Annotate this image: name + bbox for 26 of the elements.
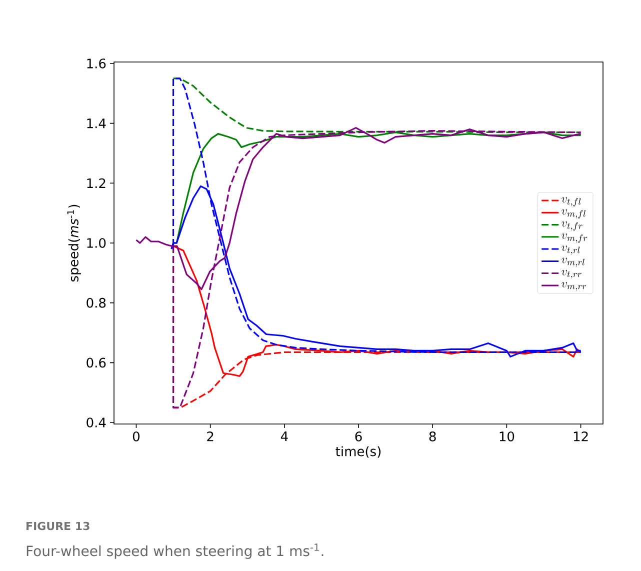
legend-label: $v_{t,rr}$ [562, 270, 582, 279]
x-tick-label: 0 [132, 432, 140, 442]
x-tick-label: 8 [429, 432, 436, 442]
y-tick-label: 1.0 [87, 238, 106, 248]
legend-label: $v_{t,rl}$ [562, 246, 580, 255]
legend-label: $v_{m,rr}$ [562, 282, 586, 291]
y-tick-label: 1.2 [87, 178, 106, 188]
y-tick-label: 1.4 [87, 118, 106, 128]
x-tick-label: 2 [207, 432, 214, 442]
legend-label: $v_{m,rl}$ [562, 258, 584, 267]
text: Four-wheel speed when steering at 1 ms$^{-1}$. [26, 544, 324, 559]
caption: FIGURE 13 [26, 522, 90, 530]
x-tick-label: 10 [500, 432, 514, 442]
legend-label: $v_{m,fl}$ [562, 209, 586, 218]
y-axis-title: speed(ms$^{-1}$) [67, 204, 81, 282]
x-tick-label: 4 [280, 432, 288, 441]
x-tick-label: 12 [574, 432, 588, 442]
y-tick-label: 0.6 [86, 358, 106, 368]
y-tick-label: 0.8 [86, 298, 106, 308]
legend-label: $v_{t,fr}$ [562, 221, 582, 231]
legend-label: $v_{m,fr}$ [562, 233, 588, 243]
x-axis-title: time(s) [336, 446, 381, 458]
x-tick-label: 6 [355, 432, 362, 442]
legend-label: $v_{t,fl}$ [562, 197, 581, 206]
y-tick-label: 0.4 [86, 418, 106, 428]
y-tick-label: 1.6 [87, 58, 106, 68]
